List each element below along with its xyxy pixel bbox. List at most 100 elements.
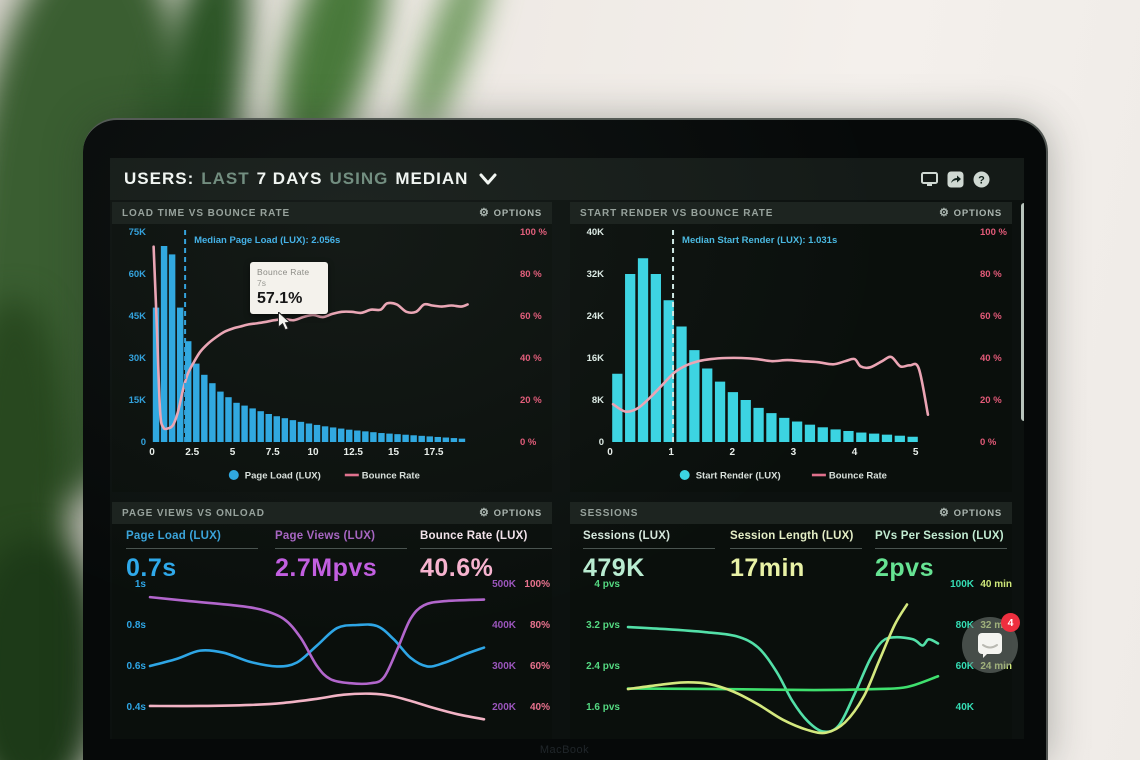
chart-tooltip: Bounce Rate 7s 57.1% [250,262,328,314]
gear-icon: ⚙ [938,506,950,519]
mouse-cursor [278,312,291,330]
options-button[interactable]: ⚙ OPTIONS [938,206,1002,219]
panel-header: START RENDER VS BOUNCE RATE ⚙ OPTIONS [570,202,1012,224]
notification-badge: 4 [1001,613,1020,632]
title-segment: 7 DAYS [256,169,323,188]
metric-label: Sessions (LUX) [583,530,715,549]
panel-sessions: SESSIONS ⚙ OPTIONS Sessions (LUX) 479K S… [570,502,1012,739]
svg-text:17.5: 17.5 [424,447,444,458]
svg-text:3.2 pvs: 3.2 pvs [586,620,620,631]
metric-sessions: Sessions (LUX) 479K [583,530,715,583]
svg-text:32K: 32K [587,269,605,280]
panel-load-time-vs-bounce-rate: LOAD TIME VS BOUNCE RATE ⚙ OPTIONS 75K 60… [112,202,552,492]
svg-text:2: 2 [730,447,736,458]
metric-value: 479K [583,554,645,582]
options-button[interactable]: ⚙ OPTIONS [938,506,1002,519]
svg-text:Bounce Rate: Bounce Rate [829,471,887,482]
svg-text:Median Start Render (LUX): 1.0: Median Start Render (LUX): 1.031s [682,235,837,246]
svg-text:0: 0 [149,447,155,458]
svg-text:10: 10 [307,447,319,458]
gear-icon: ⚙ [938,206,950,219]
svg-text:Median Page Load (LUX): 2.056s: Median Page Load (LUX): 2.056s [194,235,340,246]
options-button[interactable]: ⚙ OPTIONS [478,206,542,219]
svg-text:12.5: 12.5 [344,447,364,458]
svg-text:15K: 15K [129,395,147,406]
metric-value: 40.6% [420,554,494,582]
tooltip-value: 57.1% [257,290,303,307]
svg-text:0: 0 [141,437,146,448]
dashboard-header: USERS: LAST 7 DAYS USING MEDIAN [110,158,1024,200]
gear-icon: ⚙ [478,506,490,519]
svg-text:0: 0 [599,437,604,448]
options-button[interactable]: ⚙ OPTIONS [478,506,542,519]
svg-text:20 %: 20 % [520,395,542,406]
svg-text:2.5: 2.5 [185,447,199,458]
svg-text:75K: 75K [129,227,147,238]
svg-text:3: 3 [791,447,797,458]
panel-start-render-vs-bounce-rate: START RENDER VS BOUNCE RATE ⚙ OPTIONS 40… [570,202,1012,492]
panel-header: SESSIONS ⚙ OPTIONS [570,502,1012,524]
svg-text:Start Render (LUX): Start Render (LUX) [696,471,781,482]
metric-page-load: Page Load (LUX) 0.7s [126,530,258,583]
load-time-histogram-chart: 75K 60K 45K 30K 15K 0 100 % 80 % 60 % 40 % 20 % 0 %… [129,227,548,482]
svg-text:?: ? [978,174,985,186]
page-title[interactable]: USERS: LAST 7 DAYS USING MEDIAN [124,169,497,189]
title-segment: USERS: [124,169,195,188]
title-segment: MEDIAN [395,169,469,188]
svg-text:60 %: 60 % [520,311,542,322]
svg-text:0.6s: 0.6s [127,661,147,672]
scrollbar-thumb[interactable] [1021,203,1024,421]
laptop-screen: USERS: LAST 7 DAYS USING MEDIAN [83,118,1048,760]
help-icon[interactable]: ? [973,171,990,188]
svg-text:0.4s: 0.4s [127,702,147,713]
panel-header: LOAD TIME VS BOUNCE RATE ⚙ OPTIONS [112,202,552,224]
svg-text:45K: 45K [129,311,147,322]
metric-pvs-per-session: PVs Per Session (LUX) 2pvs [875,530,1007,583]
metric-label: Page Views (LUX) [275,530,407,549]
svg-text:24K: 24K [587,311,605,322]
metric-label: Page Load (LUX) [126,530,258,549]
panel-page-views-vs-onload: PAGE VIEWS VS ONLOAD ⚙ OPTIONS Page Load… [112,502,552,739]
metric-value: 0.7s [126,554,177,582]
panel-title: LOAD TIME VS BOUNCE RATE [122,207,291,219]
tooltip-label: Bounce Rate [257,267,310,277]
gear-icon: ⚙ [478,206,490,219]
monitor-icon[interactable] [921,171,938,188]
tooltip-sub: 7s [257,278,266,288]
svg-text:30K: 30K [129,353,147,364]
svg-text:200K: 200K [492,702,517,713]
metric-bounce-rate: Bounce Rate (LUX) 40.6% [420,530,552,583]
svg-text:80%: 80% [530,620,550,631]
svg-text:5: 5 [230,447,236,458]
svg-text:40 %: 40 % [980,353,1002,364]
svg-text:0.8s: 0.8s [127,620,147,631]
title-segment: USING [329,169,389,188]
laptop-brand-text: MacBook [539,744,590,756]
metric-session-length: Session Length (LUX) 17min [730,530,862,583]
svg-text:5: 5 [913,447,919,458]
panel-header: PAGE VIEWS VS ONLOAD ⚙ OPTIONS [112,502,552,524]
chevron-down-icon[interactable] [479,173,497,185]
svg-text:100 %: 100 % [520,227,547,238]
svg-text:1: 1 [668,447,674,458]
svg-text:400K: 400K [492,620,517,631]
svg-text:4: 4 [852,447,858,458]
svg-text:300K: 300K [492,661,517,672]
svg-text:40%: 40% [530,702,550,713]
svg-text:100 %: 100 % [980,227,1007,238]
metrics-row: Page Load (LUX) 0.7s Page Views (LUX) 2.… [112,526,552,584]
svg-text:8K: 8K [592,395,604,406]
svg-text:2.4 pvs: 2.4 pvs [586,661,620,672]
svg-text:60%: 60% [530,661,550,672]
svg-text:16K: 16K [587,353,605,364]
share-icon[interactable] [947,171,964,188]
metric-page-views: Page Views (LUX) 2.7Mpvs [275,530,407,583]
metric-label: Session Length (LUX) [730,530,862,549]
metrics-row: Sessions (LUX) 479K Session Length (LUX)… [570,526,1012,584]
panel-title: START RENDER VS BOUNCE RATE [580,207,774,219]
chat-widget-button[interactable]: 4 [962,613,1020,673]
svg-text:80 %: 80 % [520,269,542,280]
svg-text:20 %: 20 % [980,395,1002,406]
start-render-histogram-chart: 40K 32K 24K 16K 8K 0 100 % 80 % 60 % 40 % 20 % 0 % M… [587,227,1008,482]
